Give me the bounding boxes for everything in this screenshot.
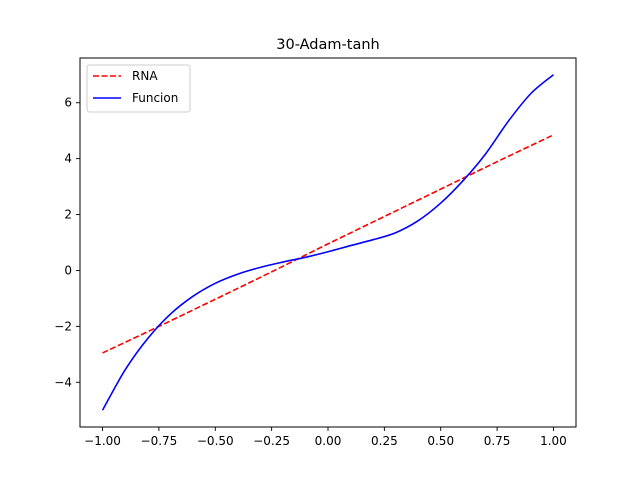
x-tick-label: 0.50 — [427, 434, 454, 448]
axes-frame — [79, 57, 577, 428]
x-tick-label: 0.75 — [484, 434, 511, 448]
x-tick-label: −0.25 — [253, 434, 290, 448]
y-axis: −4 −2 0 2 4 6 — [54, 96, 80, 389]
x-tick-label: 0.00 — [315, 434, 342, 448]
y-tick-label: 2 — [64, 208, 72, 222]
series-line-funcion — [101, 74, 554, 411]
x-tick-label: −1.00 — [84, 434, 121, 448]
x-tick-label: 1.00 — [540, 434, 567, 448]
chart-title: 30-Adam-tanh — [276, 37, 379, 53]
x-tick-label: −0.50 — [197, 434, 234, 448]
y-tick-label: 6 — [64, 96, 72, 110]
x-tick-label: −0.75 — [141, 434, 178, 448]
legend-label-rna: RNA — [132, 69, 158, 83]
series-line-rna — [102, 134, 554, 354]
x-tick-label: 0.25 — [371, 434, 398, 448]
plot-area — [101, 74, 554, 411]
y-tick-label: −4 — [54, 375, 72, 389]
legend: RNA Funcion — [86, 64, 191, 113]
x-axis: −1.00 −0.75 −0.50 −0.25 0.00 0.25 0.50 0.75 1.00 — [84, 427, 567, 448]
y-tick-label: 0 — [64, 263, 72, 277]
y-tick-label: −2 — [54, 319, 72, 333]
legend-label-funcion: Funcion — [132, 91, 178, 105]
y-tick-label: 4 — [64, 152, 72, 166]
